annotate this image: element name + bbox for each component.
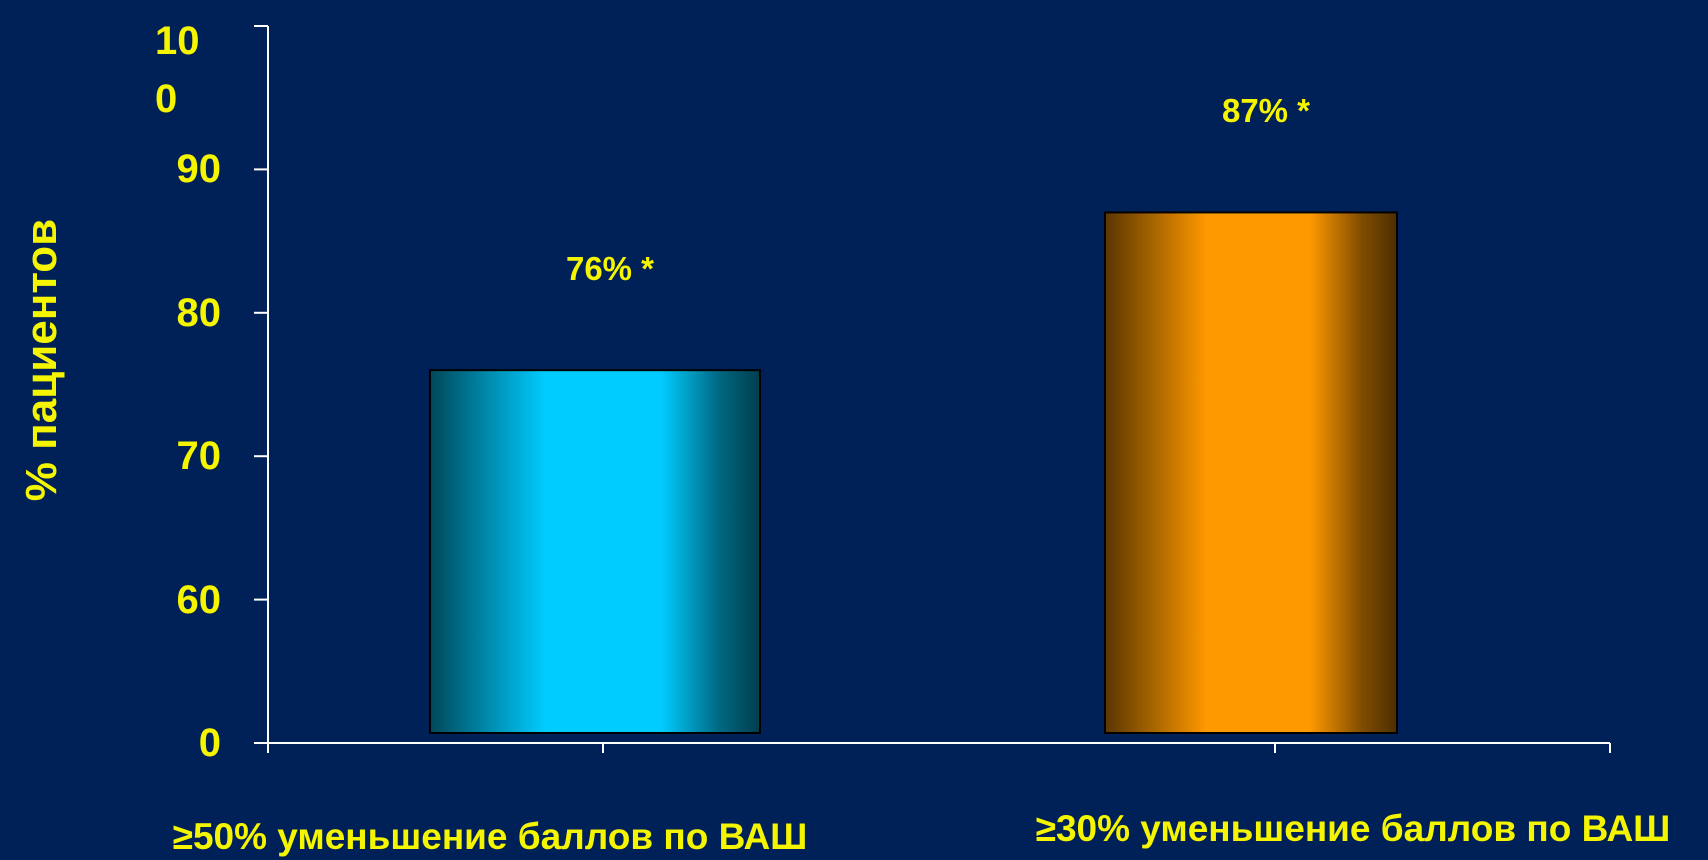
x-tick-label: ≥50% уменьшение баллов по ВАШ	[172, 816, 808, 857]
y-tick-label: 0	[198, 721, 221, 765]
y-tick-label: 80	[176, 290, 222, 335]
y-tick-label: 60	[176, 577, 222, 622]
value-label: 76% *	[565, 250, 655, 288]
y-tick-label: 90	[176, 147, 222, 192]
y-tick-label: 100	[155, 19, 200, 121]
bar	[1104, 211, 1398, 735]
value-label: 87% *	[1221, 92, 1311, 130]
x-tick-label: ≥30% уменьшение баллов по ВАШ	[1035, 808, 1671, 849]
y-tick-label: 70	[176, 434, 222, 479]
bar	[429, 369, 761, 734]
y-axis-label: % пациентов	[17, 218, 66, 502]
